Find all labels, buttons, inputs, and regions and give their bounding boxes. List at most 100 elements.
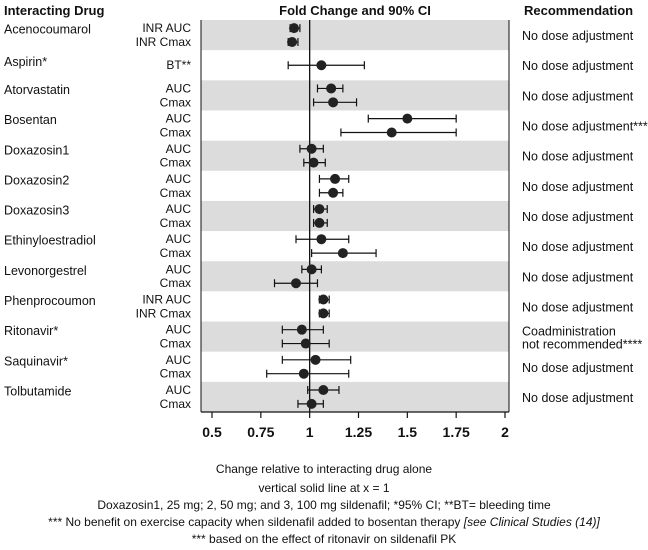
x-tick-label: 0.5 [202, 424, 222, 440]
recommendation-label: No dose adjustment [522, 29, 634, 43]
param-label: AUC [166, 172, 192, 186]
estimate-point [316, 60, 327, 71]
recommendation-label: No dose adjustment [522, 361, 634, 375]
param-label: INR AUC [142, 293, 191, 307]
estimate-point [318, 294, 329, 305]
param-label: INR AUC [142, 21, 191, 35]
estimate-point [306, 143, 317, 154]
estimate-point [310, 354, 321, 365]
estimate-point [337, 248, 348, 259]
param-label: BT** [166, 58, 191, 72]
drug-label: Saquinavir* [4, 354, 68, 368]
drug-label: Ritonavir* [4, 324, 58, 338]
recommendation-label: No dose adjustment [522, 300, 634, 314]
param-label: AUC [166, 142, 192, 156]
chart-title: Fold Change and 90% CI [279, 3, 431, 18]
param-label: AUC [166, 81, 192, 95]
estimate-point [318, 308, 329, 319]
estimate-point [298, 368, 309, 379]
drug-label: Doxazosin2 [4, 173, 69, 187]
recommendation-label: Coadministration [522, 325, 616, 339]
footer-note-bosentan-text: *** No benefit on exercise capacity when… [48, 515, 464, 529]
estimate-point [296, 324, 307, 335]
estimate-point [328, 97, 339, 108]
param-label: Cmax [160, 337, 191, 351]
recommendation-label: No dose adjustment [522, 180, 634, 194]
x-tick-label: 2 [501, 424, 509, 440]
footer-note-ritonavir: *** based on the effect of ritonavir on … [191, 532, 457, 546]
forest-plot: Interacting Drug Fold Change and 90% CI Re… [4, 3, 648, 440]
labels-layer: Interacting Drug Fold Change and 90% CI Re… [4, 3, 648, 440]
estimate-point [289, 23, 300, 34]
estimate-point [290, 278, 301, 289]
param-label: INR Cmax [136, 306, 191, 320]
drug-label: Phenprocoumon [4, 294, 96, 308]
x-tick-label: 1.5 [398, 424, 418, 440]
estimate-point [326, 83, 337, 94]
recommendation-label: No dose adjustment [522, 270, 634, 284]
param-label: AUC [166, 262, 192, 276]
estimate-point [300, 338, 311, 349]
estimate-point [330, 173, 341, 184]
band-12 [201, 381, 509, 412]
recommendation-label: No dose adjustment [522, 210, 634, 224]
recommendation-label: No dose adjustment*** [522, 120, 648, 134]
estimate-point [306, 398, 317, 409]
param-label: Cmax [160, 276, 191, 290]
x-axis-label: Change relative to interacting drug alon… [215, 462, 433, 476]
estimate-point [314, 217, 325, 228]
drug-label: Levonorgestrel [4, 264, 87, 278]
param-label: AUC [166, 323, 192, 337]
footer-note-refline: vertical solid line at x = 1 [258, 481, 390, 495]
drug-label: Tolbutamide [4, 385, 71, 399]
marks-layer [266, 23, 457, 409]
drug-label: Ethinyloestradiol [4, 234, 96, 248]
param-label: AUC [166, 232, 192, 246]
estimate-point [314, 204, 325, 215]
band-6 [201, 200, 509, 232]
drug-label: Doxazosin3 [4, 204, 69, 218]
estimate-point [318, 384, 329, 395]
band-4 [201, 140, 509, 171]
band-0 [201, 20, 509, 51]
drug-label: Doxazosin1 [4, 143, 69, 157]
estimate-point [306, 264, 317, 275]
footer-note-bosentan-ref: [see Clinical Studies (14)] [463, 515, 600, 529]
estimate-point [308, 157, 319, 168]
x-tick-label: 1.25 [345, 424, 372, 440]
param-label: Cmax [160, 125, 191, 139]
drug-label: Bosentan [4, 113, 57, 127]
param-label: Cmax [160, 95, 191, 109]
drug-label: Acenocoumarol [4, 23, 91, 37]
param-label: AUC [166, 202, 192, 216]
recommendation-label: No dose adjustment [522, 89, 634, 103]
estimate-point [287, 37, 298, 48]
param-label: Cmax [160, 216, 191, 230]
param-label: Cmax [160, 186, 191, 200]
estimate-point [386, 127, 397, 138]
recommendation-label: No dose adjustment [522, 240, 634, 254]
x-tick-label: 1 [306, 424, 314, 440]
recommendation-label: No dose adjustment [522, 150, 634, 164]
param-label: AUC [166, 383, 192, 397]
param-label: INR Cmax [136, 35, 191, 49]
footer-note-bosentan: *** No benefit on exercise capacity when… [0, 514, 648, 530]
param-label: Cmax [160, 397, 191, 411]
estimate-point [328, 187, 339, 198]
recommendation-label: No dose adjustment [522, 59, 634, 73]
estimate-point [316, 234, 327, 245]
drug-label: Aspirin* [4, 55, 47, 69]
drug-label: Atorvastatin [4, 83, 70, 97]
header-interacting-drug: Interacting Drug [4, 3, 104, 18]
band-8 [201, 261, 509, 292]
band-2 [201, 80, 509, 111]
recommendation-label: No dose adjustment [522, 391, 634, 405]
band-10 [201, 321, 509, 352]
param-label: Cmax [160, 246, 191, 260]
band-layer [201, 20, 509, 412]
estimate-point [402, 113, 413, 124]
param-label: AUC [166, 112, 192, 126]
param-label: AUC [166, 353, 192, 367]
header-recommendation: Recommendation [524, 3, 633, 18]
footer-note-doxazosin: Doxazosin1, 25 mg; 2, 50 mg; and 3, 100 … [97, 498, 551, 512]
